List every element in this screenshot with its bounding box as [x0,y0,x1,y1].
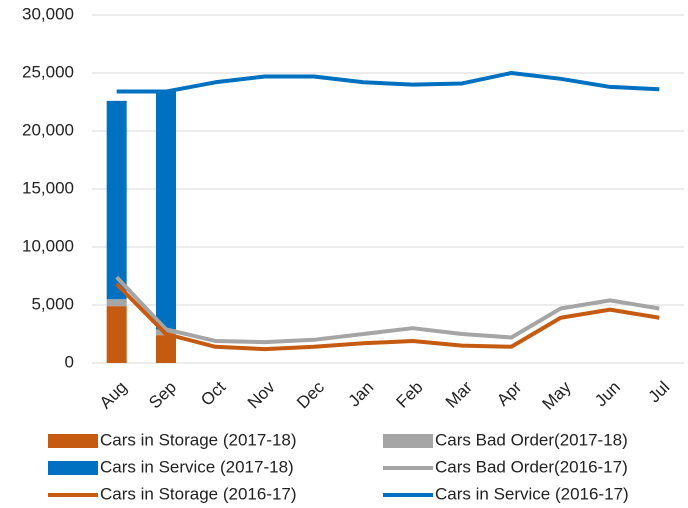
bar [106,306,127,363]
legend-swatch [48,461,98,475]
bar [156,335,176,363]
legend-label: Cars in Service (2016-17) [435,484,629,503]
x-tick-label: Aug [96,378,131,413]
y-tick-label: 5,000 [31,294,74,313]
legend-label: Cars in Storage (2017-18) [100,430,297,449]
legend-label: Cars in Storage (2016-17) [100,484,297,503]
x-tick-label: Feb [393,378,427,412]
x-tick-label: Dec [293,377,328,412]
x-tick-label: Sep [145,378,180,413]
x-tick-label: Jan [345,378,378,411]
legend-swatch [383,434,433,448]
legend-label: Cars in Service (2017-18) [100,457,294,476]
y-tick-label: 30,000 [22,4,74,23]
y-tick-label: 0 [65,352,74,371]
x-tick-label: Mar [442,377,476,411]
x-tick-label: Apr [493,377,525,409]
bar [156,91,176,330]
x-tick-label: Nov [244,377,279,412]
legend-label: Cars Bad Order(2017-18) [435,430,628,449]
bar [106,299,127,307]
bar [106,100,127,300]
line [115,282,660,352]
y-tick-label: 15,000 [22,178,74,197]
legend-label: Cars Bad Order(2016-17) [435,457,628,476]
x-tick-label: Jul [645,378,674,407]
line [116,71,660,94]
x-tick-label: May [539,377,575,413]
y-tick-label: 25,000 [22,62,74,81]
y-tick-label: 10,000 [22,236,74,255]
x-tick-label: Jun [591,378,624,411]
line [115,275,660,345]
legend-swatch [48,434,98,448]
y-tick-label: 20,000 [22,120,74,139]
x-tick-label: Oct [197,377,229,409]
